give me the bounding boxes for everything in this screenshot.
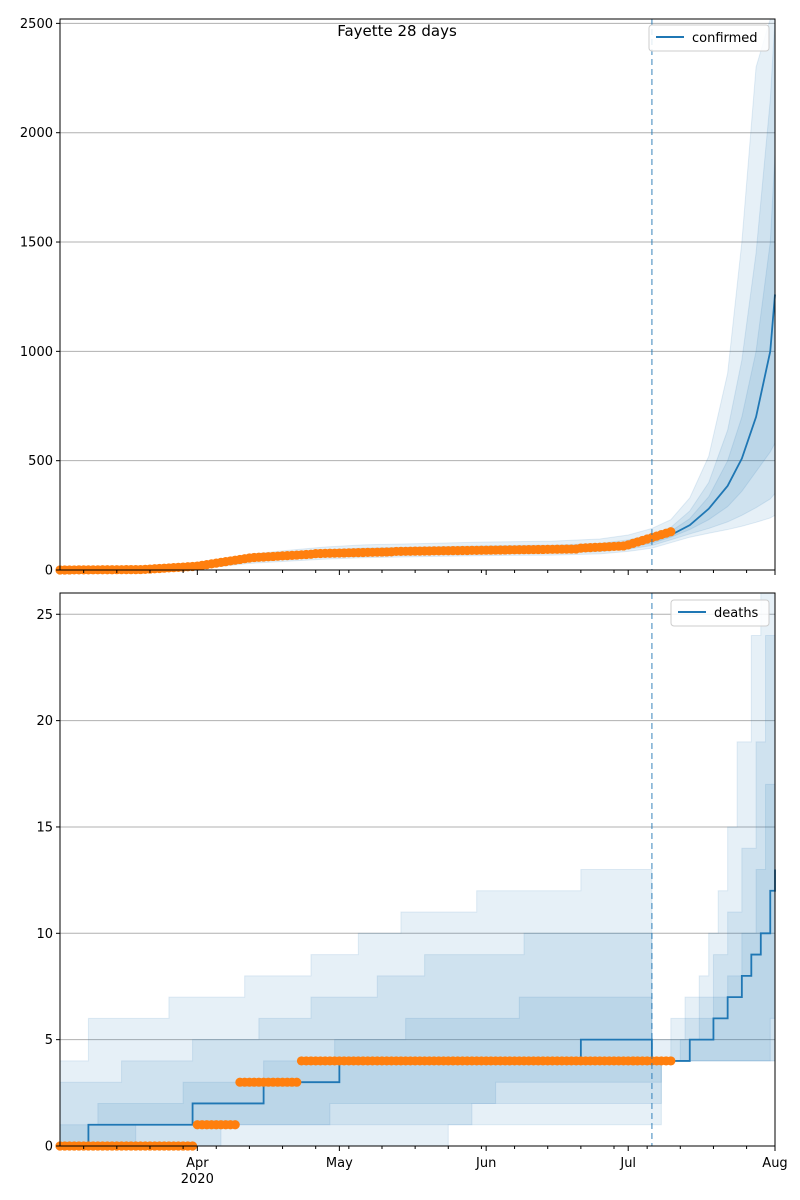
y-tick-label: 10 [36,927,53,942]
y-tick-label: 25 [36,608,53,623]
x-tick-label: Jul [619,1156,636,1171]
chart-title: Fayette 28 days [337,22,457,40]
observed-point [666,1056,676,1066]
x-tick-label: Apr [186,1156,209,1171]
y-tick-label: 20 [36,714,53,729]
confirmed-plot-frame [59,18,776,571]
y-tick-label: 500 [28,454,53,469]
y-tick-label: 0 [45,1140,53,1155]
observed-point [666,527,676,537]
observed-point [230,1120,240,1130]
deaths-y-axis: 0 5 10 15 20 25 [36,608,60,1155]
uncertainty-band-2 [59,593,776,1147]
observed-point [292,1077,302,1087]
confirmed-legend-label: confirmed [692,31,758,46]
y-tick-label: 0 [45,564,53,579]
x-tick-label: May [326,1156,353,1171]
median-line [60,869,776,1147]
y-tick-label: 15 [36,820,53,835]
x-tick-label: Jun [475,1156,496,1171]
deaths-plot-frame [59,592,776,1147]
y-tick-label: 5 [45,1033,53,1048]
confirmed-legend-box [648,24,770,52]
deaths-legend-label: deaths [714,606,759,621]
deaths-legend-box [670,599,770,627]
x-tick-label: Aug [762,1156,787,1171]
deaths-plot-area [60,593,775,1146]
y-tick-label: 2000 [20,126,53,141]
y-tick-label: 2500 [20,17,53,32]
deaths-median-line [60,869,776,1147]
confirmed-y-axis: 0 500 1000 1500 2000 2500 [20,17,60,579]
uncertainty-band-3 [59,678,776,1147]
y-tick-label: 1000 [20,345,53,360]
confirmed-x-ticks [83,570,776,575]
confirmed-plot-area [60,19,775,570]
confirmed-panel: 0 500 1000 1500 2000 2500 Fayette 28 days con… [20,17,776,579]
deaths-legend: deaths [670,599,770,627]
y-tick-label: 1500 [20,236,53,251]
uncertainty-band-1 [59,592,776,1147]
deaths-uncertainty-bands [59,592,776,1147]
confirmed-legend: confirmed [648,24,770,52]
x-tick-sublabel: 2020 [181,1172,214,1187]
